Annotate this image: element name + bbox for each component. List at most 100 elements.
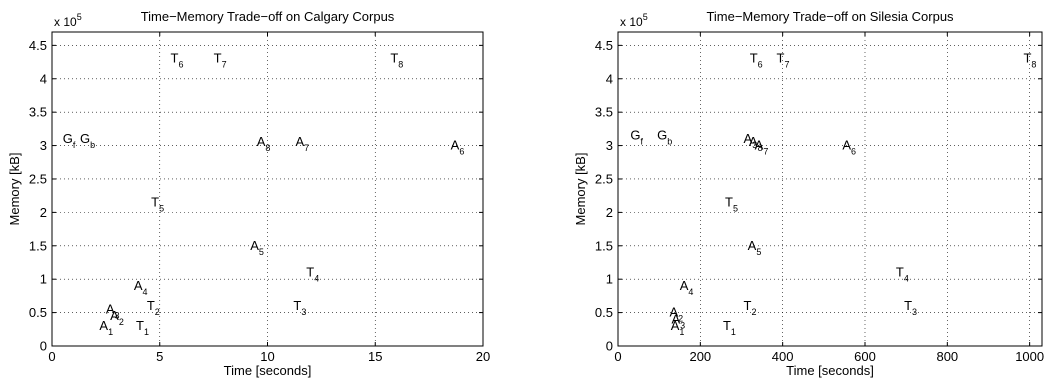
data-point-label: A7: [755, 138, 769, 157]
data-point-label: A4: [680, 278, 694, 297]
data-point-subscript: 6: [758, 60, 763, 70]
data-point-subscript: 5: [756, 247, 761, 257]
data-point-subscript: 5: [733, 203, 738, 213]
x-tick-label: 20: [476, 349, 490, 364]
data-point-letter: T: [214, 51, 222, 66]
data-point-label: A2: [110, 308, 124, 327]
data-point-subscript: 1: [679, 327, 684, 337]
x-tick-label: 400: [772, 349, 794, 364]
data-point-subscript: 1: [144, 327, 149, 337]
y-tick-label: 1: [40, 272, 47, 287]
y-tick-label: 0.5: [29, 305, 47, 320]
data-point-letter: T: [147, 298, 155, 313]
data-point-subscript: 4: [314, 274, 319, 284]
data-point-letter: A: [451, 138, 460, 153]
data-point-label: A5: [250, 238, 264, 257]
data-point-label: Gf: [630, 128, 643, 147]
y-tick-label: 3: [40, 138, 47, 153]
y-tick-label: 0: [606, 339, 613, 354]
data-point-subscript: f: [640, 137, 643, 147]
data-point-letter: T: [171, 51, 179, 66]
data-point-subscript: 8: [758, 143, 763, 153]
data-point-letter: T: [1023, 51, 1031, 66]
x-tick-label: 0: [48, 349, 55, 364]
data-point-letter: T: [136, 318, 144, 333]
y-axis-title: Memory [kB]: [7, 153, 22, 226]
data-point-letter: A: [296, 134, 305, 149]
calgary-chart: 0 5 10 15 2000.511.522.533.544.5Time−Memory …: [7, 9, 490, 378]
data-point-subscript: 3: [912, 307, 917, 317]
data-point-letter: A: [748, 238, 757, 253]
data-point-letter: A: [110, 308, 119, 323]
data-point-label: Gf: [63, 131, 76, 150]
data-point-subscript: 8: [398, 60, 403, 70]
data-point-label: T8: [1023, 51, 1036, 70]
data-point-letter: A: [671, 318, 680, 333]
data-point-subscript: 7: [304, 143, 309, 153]
x-tick-label: 800: [936, 349, 958, 364]
data-point-label: T2: [744, 298, 757, 317]
x-tick-label: 15: [368, 349, 382, 364]
data-point-label: A1: [99, 318, 113, 337]
data-point-letter: A: [106, 301, 115, 316]
data-point-letter: A: [749, 134, 758, 149]
data-point-label: T1: [723, 318, 736, 337]
data-point-letter: G: [63, 131, 73, 146]
data-point-subscript: 6: [178, 60, 183, 70]
data-point-label: Gb: [657, 128, 672, 147]
data-point-subscript: 2: [752, 307, 757, 317]
data-point-letter: T: [390, 51, 398, 66]
y-multiplier-exponent: 5: [643, 12, 648, 22]
data-point-letter: A: [134, 278, 143, 293]
data-point-subscript: 5: [259, 247, 264, 257]
data-point-subscript: 7: [763, 147, 768, 157]
y-multiplier-base: x 10: [620, 15, 643, 29]
y-multiplier-base: x 10: [54, 15, 77, 29]
data-point-subscript: 2: [119, 317, 124, 327]
y-tick-label: 2: [606, 205, 613, 220]
data-point-label: A1: [671, 318, 685, 337]
x-tick-label: 1000: [1015, 349, 1044, 364]
y-tick-label: 2.5: [29, 171, 47, 186]
x-axis-title: Time [seconds]: [786, 363, 874, 378]
data-point-letter: T: [904, 298, 912, 313]
data-point-letter: A: [680, 278, 689, 293]
data-point-letter: T: [896, 265, 904, 280]
y-tick-label: 2.5: [595, 171, 613, 186]
x-axis-title: Time [seconds]: [224, 363, 312, 378]
data-point-letter: T: [750, 51, 758, 66]
data-point-letter: T: [723, 318, 731, 333]
data-point-subscript: b: [667, 137, 672, 147]
y-tick-label: 0.5: [595, 305, 613, 320]
x-tick-label: 5: [156, 349, 163, 364]
y-multiplier-label: x 105: [620, 12, 648, 29]
chart-title: Time−Memory Trade−off on Calgary Corpus: [141, 9, 395, 24]
y-tick-label: 4.5: [29, 38, 47, 53]
data-point-subscript: 4: [143, 287, 148, 297]
chart-title: Time−Memory Trade−off on Silesia Corpus: [706, 9, 954, 24]
data-point-label: T6: [171, 51, 184, 70]
y-tick-label: 3: [606, 138, 613, 153]
data-point-subscript: 7: [784, 60, 789, 70]
data-point-label: A5: [748, 238, 762, 257]
y-tick-label: 0: [40, 339, 47, 354]
y-axis-title: Memory [kB]: [573, 153, 588, 226]
data-point-label: A8: [749, 134, 763, 153]
y-tick-label: 4: [40, 71, 47, 86]
data-point-label: T2: [147, 298, 160, 317]
data-point-label: T3: [904, 298, 917, 317]
data-point-subscript: 6: [459, 147, 464, 157]
data-point-subscript: 4: [904, 274, 909, 284]
data-point-subscript: 1: [731, 327, 736, 337]
data-point-label: A3: [672, 311, 686, 330]
data-point-subscript: 3: [752, 140, 757, 150]
data-point-letter: A: [257, 134, 266, 149]
data-point-subscript: 8: [265, 143, 270, 153]
data-point-label: T4: [306, 265, 319, 284]
data-point-subscript: 3: [115, 310, 120, 320]
data-point-label: A6: [842, 138, 856, 157]
data-point-subscript: 4: [688, 287, 693, 297]
y-tick-label: 3.5: [29, 105, 47, 120]
silesia-chart: 0 200 400 600 800 1000 0 0.5 1 1.5 2 2.5 3 3.5 4 4.5 Tim…: [573, 9, 1044, 378]
